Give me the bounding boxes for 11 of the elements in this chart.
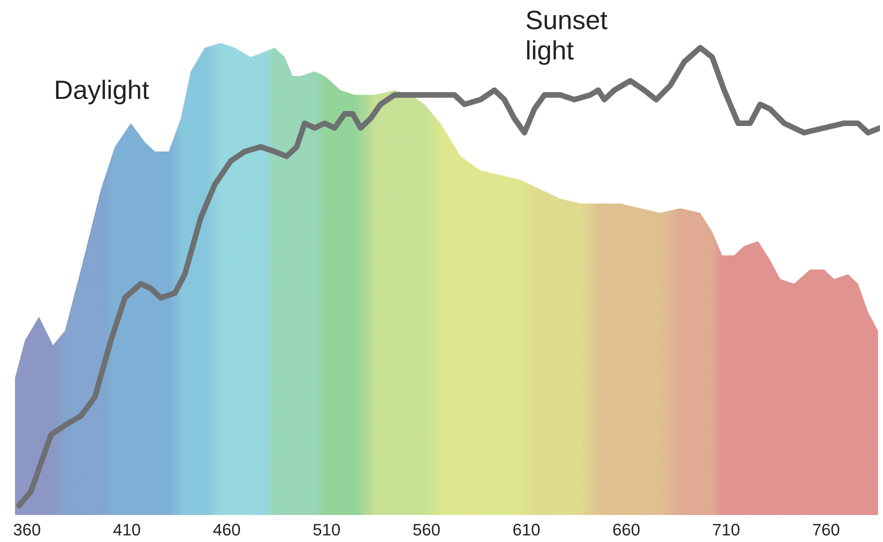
series-label: Daylight <box>56 80 150 104</box>
x-tick-label: 710 <box>713 524 740 536</box>
x-tick-label: 610 <box>513 524 540 536</box>
x-tick-label: 760 <box>813 524 840 536</box>
x-tick-label: 360 <box>14 524 40 536</box>
x-tick-label: 410 <box>113 524 140 536</box>
x-tick-label: 460 <box>213 524 240 536</box>
x-tick-label: 510 <box>313 524 340 536</box>
series-label: Sunset light <box>526 10 608 65</box>
x-tick-label: 660 <box>613 524 640 536</box>
x-tick-label: 560 <box>413 524 440 536</box>
